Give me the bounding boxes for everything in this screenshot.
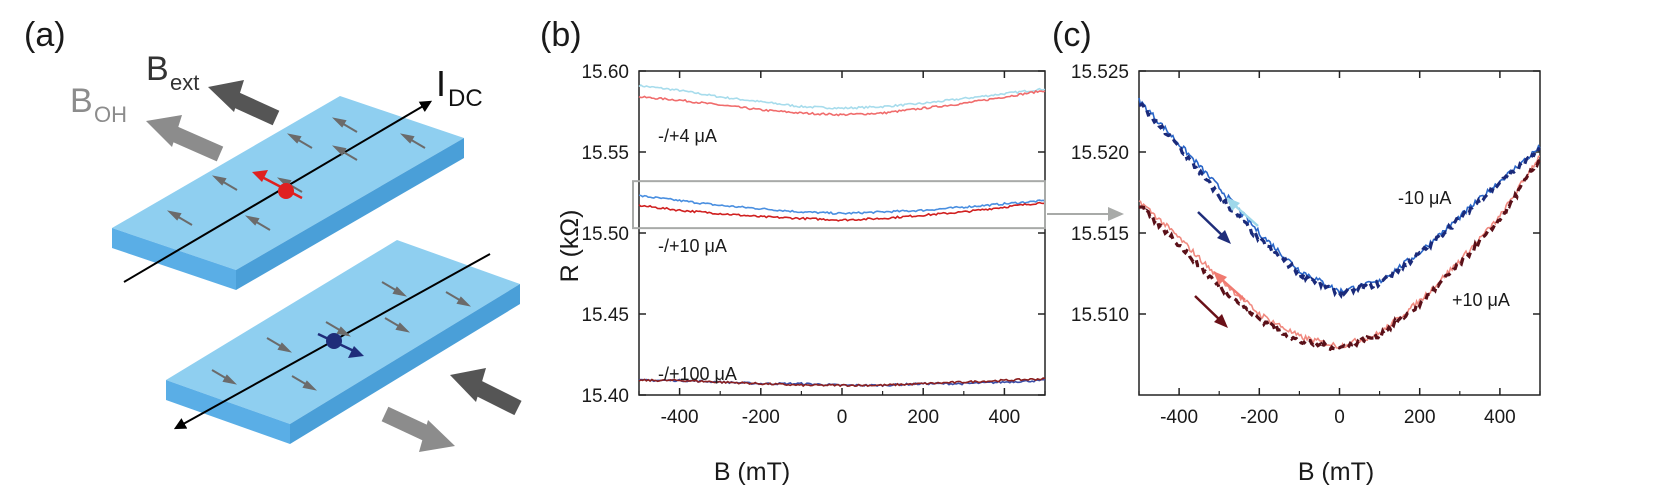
svg-text:B: B <box>70 82 93 120</box>
spin-arrow <box>381 281 408 297</box>
lower-spin-arrows <box>211 281 472 391</box>
panel-b-label: (b) <box>540 16 582 54</box>
panel-b-xlabel: B (mT) <box>714 458 790 486</box>
upper-block-front <box>112 228 236 290</box>
panel-b-ytick-label: 15.60 <box>581 62 629 83</box>
panel-b-xtick-label: 200 <box>907 407 939 428</box>
b-ext-label: B ext <box>146 50 199 95</box>
annotation-minus10ua: -10 μA <box>1398 188 1451 208</box>
zoom-pointer-arrow <box>1047 207 1124 221</box>
panel-c-ytick-label: 15.520 <box>1071 143 1129 164</box>
panel-b-xtick-label: -200 <box>742 407 780 428</box>
annotation-4ua: -/+4 μA <box>658 126 717 146</box>
spin-arrow <box>445 291 472 307</box>
b-ext-arrow-bottom <box>450 368 522 416</box>
panel-b-series-line <box>638 377 1046 388</box>
panel-b-series-line <box>638 201 1046 222</box>
upper-current-arrow <box>123 100 433 283</box>
spin-arrow <box>399 133 426 149</box>
annotation-plus10ua: +10 μA <box>1452 290 1510 310</box>
panel-c-xtick-label: 400 <box>1484 407 1516 428</box>
panel-b-xtick-label: -400 <box>661 407 699 428</box>
panel-c-ytick-label: 15.515 <box>1071 224 1129 245</box>
b-oh-label: B OH <box>70 82 127 127</box>
spin-arrow <box>331 145 358 161</box>
sweep-direction-arrows <box>1194 197 1259 328</box>
panel-c-axes: -400 -200 0 200 400 15.510 15.515 15.520 15.525 <box>1071 62 1541 428</box>
panel-a: (a) <box>24 16 522 452</box>
sweep-arrow-light-red <box>1213 271 1246 301</box>
panel-b-ytick-label: 15.40 <box>581 386 629 407</box>
panel-b-plot-frame <box>638 70 1046 396</box>
spin-arrow <box>286 133 313 149</box>
panel-b-series-line <box>638 83 1046 110</box>
spin-arrow <box>211 175 238 191</box>
panel-c-ytick-label: 15.510 <box>1071 305 1129 326</box>
panel-c-xtick-label: 0 <box>1334 407 1345 428</box>
panel-b-series-line <box>638 89 1046 117</box>
panel-c-xtick-label: -200 <box>1240 407 1278 428</box>
spin-arrow <box>266 337 293 353</box>
sweep-arrow-dark-blue <box>1197 211 1231 244</box>
panel-b-ytick-label: 15.50 <box>581 224 629 245</box>
panel-b-ytick-label: 15.45 <box>581 305 629 326</box>
spin-up-electron <box>252 170 303 200</box>
spin-arrow <box>211 369 238 385</box>
svg-text:OH: OH <box>94 102 127 127</box>
spin-arrow <box>331 117 358 133</box>
spin-arrow <box>291 375 318 391</box>
panel-a-label: (a) <box>24 16 66 54</box>
panel-c-series-line <box>1138 97 1541 296</box>
panel-b-axes: -400 -200 0 200 400 15.40 15.45 15.50 15.55 15.60 <box>581 62 1046 428</box>
spin-arrow <box>166 210 193 226</box>
panel-c-xtick-label: 200 <box>1404 407 1436 428</box>
spin-arrow <box>384 317 411 333</box>
panel-b-ytick-label: 15.55 <box>581 143 629 164</box>
annotation-10ua: -/+10 μA <box>658 236 727 256</box>
b-oh-arrow-bottom <box>381 406 455 452</box>
zoom-highlight-box <box>632 180 1046 230</box>
b-ext-arrow-top <box>208 80 280 126</box>
sweep-arrow-light-blue <box>1226 197 1259 227</box>
panel-c-xtick-label: -400 <box>1160 407 1198 428</box>
panel-b-series <box>638 83 1046 388</box>
lower-block-front <box>166 380 290 444</box>
panel-c-series <box>1138 97 1541 353</box>
lower-block-side <box>290 284 520 444</box>
panel-c-ytick-label: 15.525 <box>1071 62 1129 83</box>
panel-b-ylabel: R (kΩ) <box>556 210 584 283</box>
b-oh-arrow-top <box>146 115 224 162</box>
i-dc-label: I DC <box>436 63 483 112</box>
sweep-arrow-dark-red <box>1194 295 1228 328</box>
panel-c-xlabel: B (mT) <box>1298 458 1374 486</box>
svg-text:I: I <box>436 63 446 104</box>
svg-text:B: B <box>146 50 169 88</box>
annotation-100ua: -/+100 μA <box>658 364 737 384</box>
panel-b-xtick-label: 0 <box>837 407 848 428</box>
panel-b: (b) -400 -200 0 200 400 15.40 15.45 15.50 15.55 1… <box>540 16 1124 486</box>
upper-block-side <box>236 138 464 290</box>
panel-c-label: (c) <box>1052 16 1092 54</box>
svg-text:ext: ext <box>170 70 199 95</box>
panel-c-series-line <box>1138 158 1541 353</box>
panel-c-series-line <box>1138 155 1541 350</box>
spin-arrow <box>244 215 271 231</box>
spin-down-electron <box>317 332 364 358</box>
panel-b-series-line <box>638 194 1046 215</box>
svg-text:DC: DC <box>448 85 483 112</box>
panel-c: (c) -400 -200 0 200 400 15.510 15.515 15.520 15.… <box>1052 16 1541 486</box>
panel-c-series-line <box>1138 102 1541 300</box>
spin-arrow <box>325 321 352 337</box>
panel-b-xtick-label: 400 <box>989 407 1021 428</box>
